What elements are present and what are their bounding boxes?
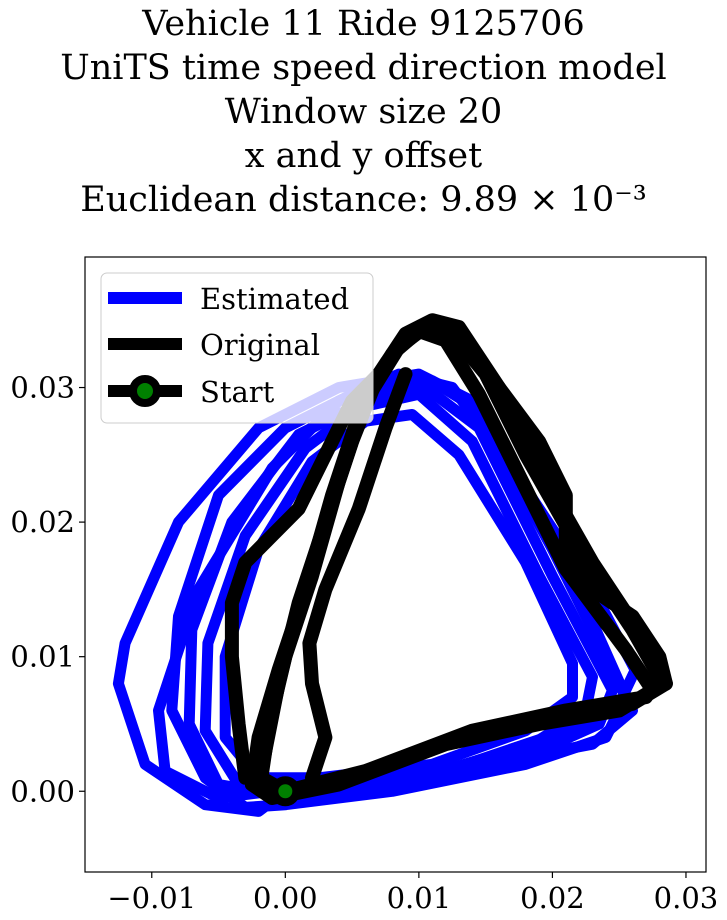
series-original — [224, 313, 673, 805]
legend-label-estimated: Estimated — [200, 282, 349, 316]
y-tick-label: 0.03 — [10, 371, 75, 405]
start-marker — [270, 776, 301, 807]
x-tick-label: −0.01 — [107, 881, 196, 915]
series-layer — [112, 313, 673, 817]
title-line-3: Window size 20 — [224, 92, 503, 132]
y-tick-label: 0.01 — [10, 640, 75, 674]
title-line-2: UniTS time speed direction model — [60, 48, 667, 88]
legend: Estimated Original Start — [100, 272, 374, 424]
title-line-5: Euclidean distance: 9.89 × 10⁻³ — [80, 180, 647, 220]
y-axis: 0.00 0.01 0.02 0.03 — [10, 371, 85, 808]
series-estimated-trace-2 — [166, 375, 632, 813]
series-original-trace-5 — [224, 367, 386, 785]
x-tick-label: 0.02 — [520, 881, 585, 915]
y-tick-label: 0.00 — [10, 774, 75, 808]
chart-title: Vehicle 11 Ride 9125706 UniTS time speed… — [0, 2, 727, 222]
x-tick-label: 0.01 — [387, 881, 452, 915]
series-estimated-trace-3 — [183, 382, 618, 804]
plot-frame — [84, 256, 707, 873]
series-original-trace-4 — [302, 367, 413, 785]
series-original-trace-6 — [492, 380, 673, 691]
title-line-1: Vehicle 11 Ride 9125706 — [142, 4, 585, 44]
legend-label-original: Original — [200, 328, 320, 362]
title-line-4: x and y offset — [244, 136, 483, 176]
legend-swatch-start-marker — [129, 375, 161, 407]
legend-label-start: Start — [200, 375, 275, 409]
x-axis: −0.01 0.00 0.01 0.02 0.03 — [107, 872, 718, 915]
series-original-trace-3 — [244, 324, 660, 805]
y-tick-label: 0.02 — [10, 505, 75, 539]
x-tick-label: 0.03 — [654, 881, 719, 915]
x-tick-label: 0.00 — [253, 881, 318, 915]
